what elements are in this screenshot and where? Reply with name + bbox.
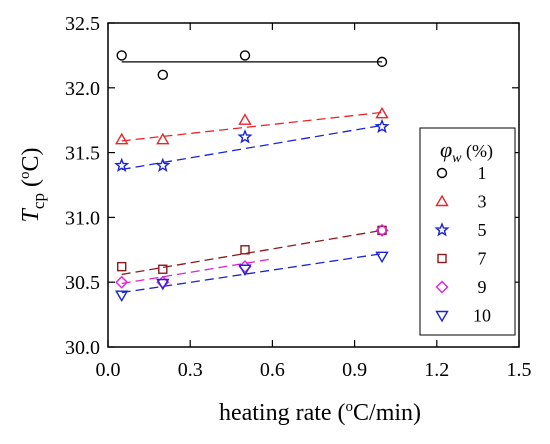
legend: φw (%) 1 3 5 7 9 10 [419, 127, 516, 336]
data-point-1 [116, 50, 127, 61]
y-axis: 30.0 30.5 31.0 31.5 32.0 32.5 [65, 13, 519, 359]
data-point-1 [376, 56, 388, 68]
data-point-5 [155, 157, 171, 172]
data-point-10 [375, 251, 389, 264]
data-point-3 [375, 106, 389, 119]
legend-label-10: 10 [473, 306, 491, 326]
data-point-10 [114, 290, 129, 303]
fit-line-7 [121, 229, 383, 276]
fit-line-5 [121, 124, 383, 171]
data-point-7 [116, 261, 127, 272]
data-point-7 [377, 225, 387, 236]
x-tick-label: 0.6 [260, 359, 285, 381]
x-axis-title: heating rate (oC/min) [219, 399, 421, 426]
y-tick-label: 31.5 [65, 143, 100, 165]
legend-label-3: 3 [478, 192, 487, 212]
legend-label-7: 7 [478, 249, 487, 269]
data-point-3 [238, 113, 252, 125]
y-tick-label: 30.0 [65, 337, 100, 359]
data-point-10 [238, 264, 252, 277]
data-point-7 [240, 245, 250, 255]
data-point-7 [158, 264, 168, 274]
legend-marker-3 [435, 194, 449, 207]
legend-marker-10 [435, 310, 449, 323]
x-tick-label: 0.9 [342, 359, 367, 381]
legend-items: 1 3 5 7 9 10 [434, 163, 491, 326]
plot-frame [107, 22, 520, 348]
fit-lines [121, 61, 383, 294]
x-tick-label: 0.0 [96, 359, 121, 381]
y-tick-label: 32.5 [65, 13, 100, 35]
legend-label-9: 9 [478, 277, 487, 297]
data-point-3 [114, 132, 129, 145]
x-tick-label: 1.2 [424, 359, 449, 381]
legend-marker-7 [437, 253, 447, 264]
data-point-5 [114, 157, 130, 172]
fit-line-3 [121, 111, 383, 142]
legend-box [419, 127, 516, 336]
y-tick-label: 31.0 [65, 207, 100, 229]
data-point-5 [374, 118, 390, 134]
y-tick-label: 30.5 [65, 272, 100, 294]
data-point-10 [156, 278, 170, 291]
data-point-5 [237, 129, 253, 144]
legend-label-5: 5 [478, 220, 487, 240]
y-tick-label: 32.0 [65, 78, 100, 100]
data-points [114, 50, 390, 303]
data-point-9 [115, 275, 129, 289]
x-tick-label: 0.3 [178, 359, 203, 381]
legend-marker-1 [436, 167, 448, 179]
y-axis-title: Tcp (oC) [17, 148, 48, 223]
x-axis: 0.0 0.3 0.6 0.9 1.2 1.5 [96, 23, 532, 381]
legend-label-1: 1 [478, 163, 487, 183]
x-tick-label: 1.5 [507, 359, 532, 381]
data-point-9 [375, 223, 389, 237]
legend-title: φw (%) [440, 137, 493, 166]
data-point-1 [157, 69, 169, 81]
legend-marker-9 [435, 280, 449, 294]
data-point-3 [156, 132, 170, 145]
legend-marker-5 [434, 222, 450, 237]
data-point-1 [239, 50, 251, 61]
